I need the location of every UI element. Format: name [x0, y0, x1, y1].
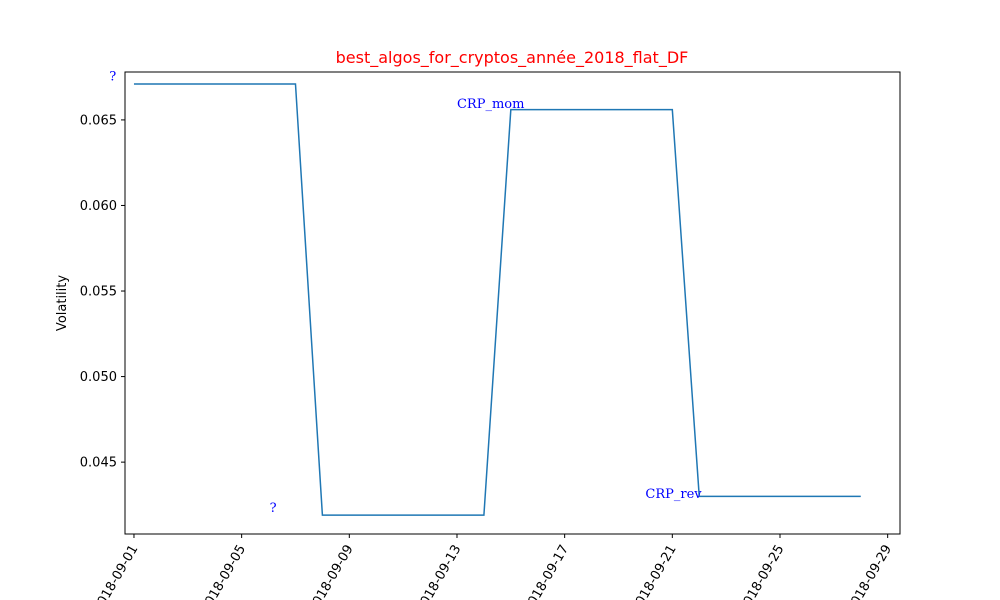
y-axis-label: Volatility: [55, 275, 70, 331]
y-tick-label: 0.060: [80, 199, 117, 214]
x-tick-label: 2018-09-21: [629, 543, 680, 600]
x-tick-label: 2018-09-01: [91, 543, 142, 600]
chart-title: best_algos_for_cryptos_année_2018_flat_D…: [336, 48, 689, 68]
x-tick-label: 2018-09-09: [306, 543, 357, 600]
y-tick-label: 0.045: [80, 456, 117, 471]
x-tick-label: 2018-09-25: [737, 543, 788, 600]
y-tick-label: 0.065: [80, 113, 117, 128]
annotation-label: CRP_mom: [457, 97, 524, 112]
plot-frame: [124, 71, 901, 535]
y-tick-label: 0.050: [80, 370, 117, 385]
x-tick-label: 2018-09-13: [414, 543, 465, 600]
annotation-label: ?: [109, 70, 116, 85]
annotation-label: ?: [270, 501, 277, 516]
y-axis: 0.045 0.050 0.055 0.060 0.065: [80, 113, 125, 471]
x-tick-label: 2018-09-17: [521, 543, 572, 600]
x-axis: 2018-09-01 2018-09-05 2018-09-09 2018-09-13…: [91, 534, 895, 600]
x-tick-label: 2018-09-29: [844, 543, 895, 600]
y-tick-label: 0.055: [80, 285, 117, 300]
series-line: [133, 83, 861, 516]
annotation-label: CRP_rev: [645, 487, 702, 502]
annotations: ?? CRP_mom CRP_rev: [109, 70, 702, 516]
x-tick-label: 2018-09-05: [198, 543, 249, 600]
